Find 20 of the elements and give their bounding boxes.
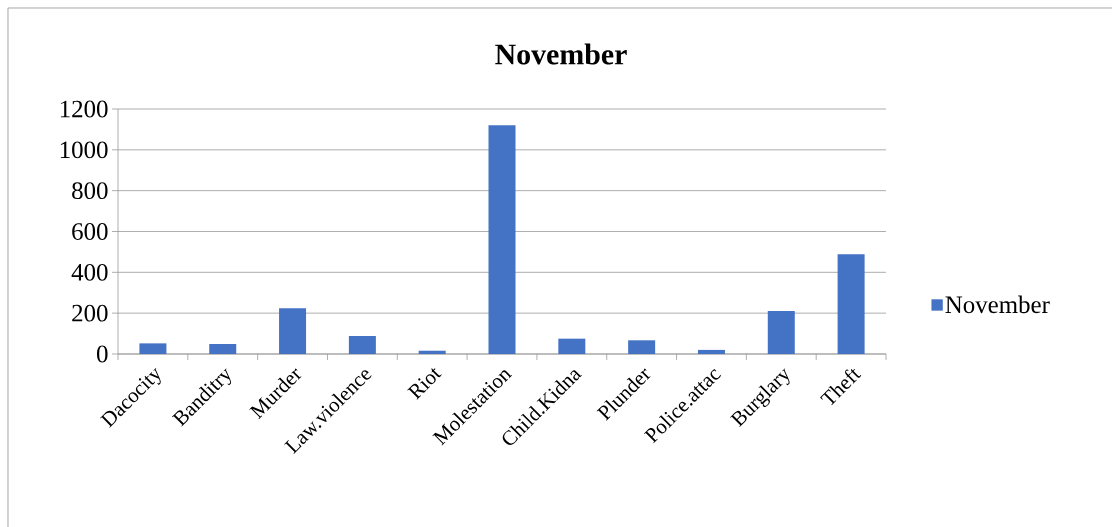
y-tick-label: 200: [72, 304, 108, 322]
bar: [767, 310, 795, 354]
y-tick-label: 1000: [60, 141, 108, 159]
chart-title: November: [495, 43, 627, 65]
bar: [348, 336, 376, 354]
bar: [279, 308, 307, 354]
y-tick-label: 1200: [60, 100, 108, 118]
y-tick-label: 0: [96, 345, 108, 363]
bar: [628, 340, 656, 354]
y-tick-label: 600: [72, 223, 108, 240]
bar: [697, 349, 725, 354]
y-tick-label: 800: [72, 182, 108, 200]
bar: [488, 125, 516, 354]
bar: [139, 343, 167, 354]
y-tick-label: 400: [71, 263, 108, 281]
bar: [837, 254, 865, 354]
bar: [209, 343, 237, 354]
bar: [418, 350, 446, 354]
bar: [558, 338, 586, 354]
legend-label: November: [945, 295, 1050, 314]
